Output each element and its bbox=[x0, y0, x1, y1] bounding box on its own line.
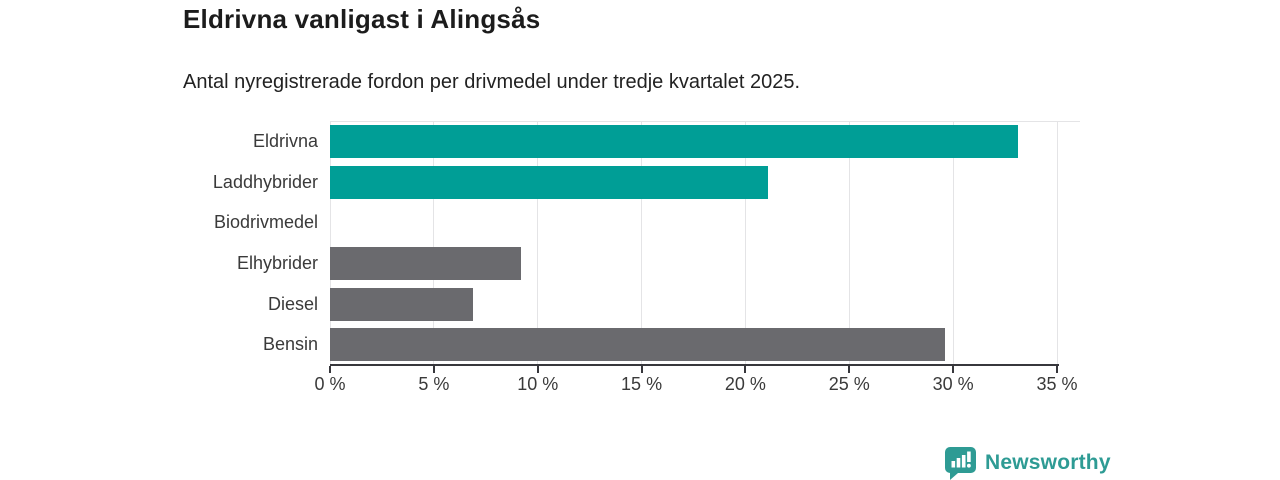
gridline bbox=[1056, 121, 1058, 365]
gridline bbox=[641, 121, 643, 365]
gridline bbox=[329, 121, 331, 365]
category-label-laddhybrider: Laddhybrider bbox=[212, 171, 318, 192]
x-tick-label: 10 % bbox=[517, 374, 559, 394]
gridline bbox=[744, 121, 746, 365]
plot-area bbox=[329, 121, 1058, 365]
plot-top-border bbox=[330, 121, 1080, 122]
x-tick-label: 25 % bbox=[828, 374, 870, 394]
x-axis-tick bbox=[432, 366, 435, 373]
chart-subtitle: Antal nyregistrerade fordon per drivmede… bbox=[183, 71, 801, 93]
bar-diesel bbox=[330, 287, 474, 321]
x-tick-label: 20 % bbox=[724, 374, 766, 394]
x-axis-tick bbox=[640, 366, 643, 373]
category-label-eldrivna: Eldrivna bbox=[252, 130, 318, 151]
bar-eldrivna bbox=[330, 124, 1018, 158]
x-axis-line bbox=[330, 364, 1059, 366]
bar-laddhybrider bbox=[330, 165, 769, 199]
x-axis-tick bbox=[329, 366, 331, 373]
x-axis-tick bbox=[536, 366, 539, 373]
bar-chart-speech-bubble-icon bbox=[944, 446, 977, 480]
x-tick-label: 5 % bbox=[418, 374, 450, 394]
gridline bbox=[537, 121, 539, 365]
x-tick-label: 30 % bbox=[932, 374, 974, 394]
x-axis-tick bbox=[952, 366, 955, 373]
x-axis-tick bbox=[1056, 366, 1058, 373]
x-axis-tick bbox=[744, 366, 747, 373]
gridline bbox=[952, 121, 954, 365]
category-label-bensin: Bensin bbox=[262, 334, 318, 355]
x-axis-ticks bbox=[329, 366, 1058, 373]
category-label-diesel: Diesel bbox=[267, 293, 318, 314]
brand-name: Newsworthy bbox=[985, 451, 1111, 474]
gridline bbox=[433, 121, 435, 365]
bar-bensin bbox=[330, 328, 945, 362]
brand-logo-link[interactable]: Newsworthy bbox=[944, 446, 1111, 480]
x-axis-tick bbox=[848, 366, 851, 373]
x-tick-label: 0 % bbox=[314, 374, 346, 394]
gridline bbox=[848, 121, 850, 365]
bar-elhybrider bbox=[330, 246, 522, 280]
x-tick-labels: 0 % 5 % 10 % 15 % 20 % 25 % 30 % 35 % bbox=[314, 374, 1077, 398]
category-label-elhybrider: Elhybrider bbox=[236, 252, 318, 273]
category-label-biodrivmedel: Biodrivmedel bbox=[213, 212, 318, 233]
chart-title: Eldrivna vanligast i Alingsås bbox=[183, 4, 541, 34]
category-axis-labels: Eldrivna Laddhybrider Biodrivmedel Elhybrid… bbox=[0, 121, 318, 365]
x-tick-label: 35 % bbox=[1036, 374, 1078, 394]
x-tick-label: 15 % bbox=[621, 374, 663, 394]
